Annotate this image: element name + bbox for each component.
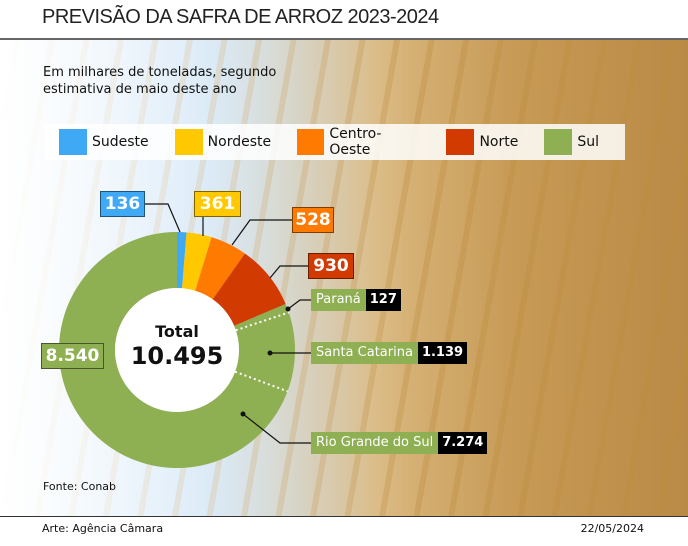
credit: Arte: Agência Câmara	[42, 522, 164, 535]
legend-swatch	[446, 129, 475, 155]
legend-swatch	[174, 129, 203, 155]
donut-hole	[115, 288, 239, 412]
date: 22/05/2024	[580, 522, 644, 535]
leader-dot	[285, 306, 291, 312]
leader-line-centro-oeste	[231, 219, 292, 246]
legend: Sudeste Nordeste Centro-Oeste Norte Sul	[45, 124, 625, 160]
leader-line-sudeste	[145, 203, 181, 233]
state-name: Paraná	[311, 289, 366, 311]
legend-item-sudeste: Sudeste	[59, 129, 149, 155]
footer-divider	[0, 516, 688, 517]
legend-label: Sul	[577, 134, 599, 150]
data-label-sudeste: 136	[100, 191, 145, 217]
sul-label-rio-grande-do-sul: Rio Grande do Sul 7.274	[311, 432, 488, 454]
slice-nordeste	[182, 232, 212, 291]
slice-sul	[59, 232, 295, 468]
data-label-centro-oeste: 528	[292, 207, 334, 233]
legend-item-norte: Norte	[446, 129, 518, 155]
legend-label: Centro-Oeste	[329, 126, 382, 158]
leader-line-norte	[269, 265, 308, 279]
legend-swatch	[59, 129, 87, 155]
slice-norte	[212, 253, 286, 326]
data-label-norte: 930	[308, 253, 354, 279]
leader-dot	[240, 411, 246, 417]
subtitle: Em milhares de toneladas, segundo estimat…	[43, 64, 276, 98]
legend-label: Nordeste	[207, 134, 272, 150]
legend-item-nordeste: Nordeste	[174, 129, 272, 155]
subtitle-line: Em milhares de toneladas, segundo	[43, 65, 277, 80]
subtitle-line: estimativa de maio deste ano	[43, 82, 237, 97]
slice-sudeste	[177, 232, 187, 289]
legend-swatch	[297, 129, 325, 155]
state-name: Rio Grande do Sul	[311, 432, 439, 454]
state-value: 127	[365, 289, 401, 311]
page-title: PREVISÃO DA SAFRA DE ARROZ 2023-2024	[42, 6, 439, 28]
source-note: Fonte: Conab	[43, 480, 117, 493]
slice-centro-oeste	[195, 237, 245, 300]
legend-item-sul: Sul	[544, 129, 599, 155]
legend-item-centro-oeste: Centro-Oeste	[297, 126, 420, 158]
legend-label: Sudeste	[92, 134, 149, 150]
total-label: Total	[155, 322, 199, 341]
sul-label-santa-catarina: Santa Catarina 1.139	[311, 342, 468, 364]
state-name: Santa Catarina	[311, 342, 418, 364]
leader-dot	[267, 350, 273, 356]
sul-divider	[234, 370, 288, 393]
leader-line-rio-grande-do-sul	[242, 413, 311, 444]
sul-divider	[235, 311, 290, 332]
leader-line-parana	[287, 299, 311, 310]
legend-label: Norte	[479, 134, 519, 150]
sul-label-parana: Paraná 127	[311, 289, 401, 311]
total-value: 10.495	[130, 342, 224, 370]
state-value: 1.139	[417, 342, 468, 364]
data-label-sul: 8.540	[41, 343, 104, 369]
state-value: 7.274	[438, 432, 488, 454]
data-label-nordeste: 361	[194, 191, 241, 217]
legend-swatch	[544, 129, 573, 155]
